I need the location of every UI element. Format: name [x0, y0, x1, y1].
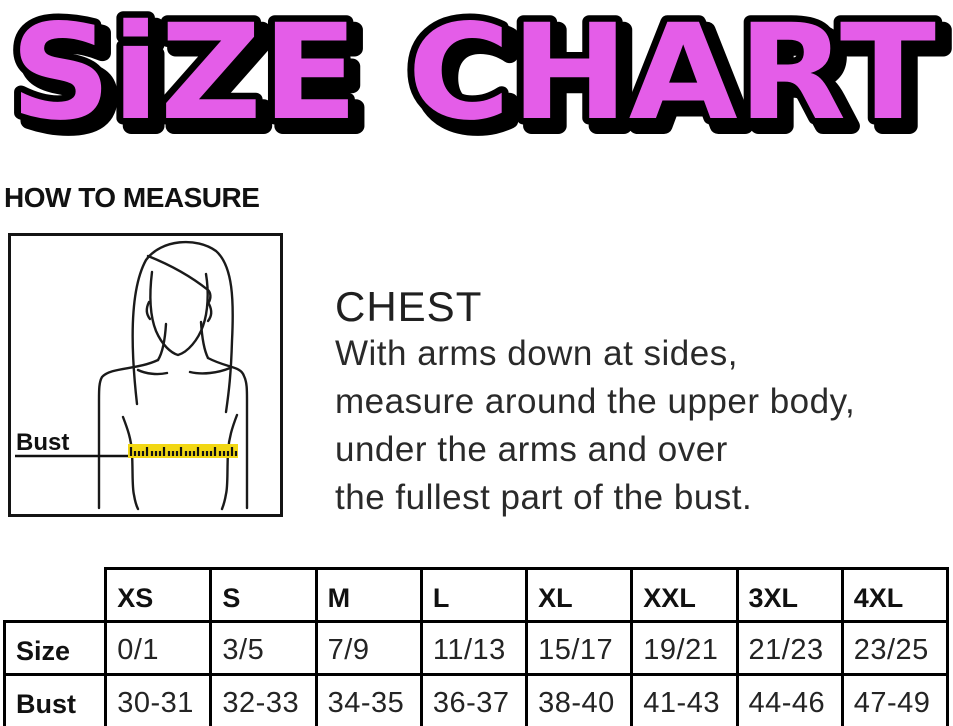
- size-col-header: L: [419, 567, 529, 623]
- bust-row: Bust 30-31 32-33 34-35 36-37 38-40 41-43…: [2, 673, 950, 726]
- figure-torso-left: [121, 415, 140, 511]
- bust-value: 47-49: [840, 673, 950, 726]
- figure-ear-left: [145, 300, 152, 321]
- page-title-shadow: SiZE CHART: [18, 4, 944, 155]
- tape-measure-ticks: [129, 447, 238, 456]
- size-row: Size 0/1 3/5 7/9 11/13 15/17 19/21 21/23…: [2, 620, 950, 676]
- size-table-header-row: XS S M L XL XXL 3XL 4XL: [5, 567, 950, 623]
- bust-value: 38-40: [525, 673, 634, 726]
- chest-instructions: CHEST With arms down at sides, measure a…: [335, 284, 855, 522]
- size-col-header: 4XL: [840, 567, 950, 623]
- figure-face: [149, 270, 209, 357]
- how-to-measure-heading: HOW TO MEASURE: [4, 182, 260, 213]
- size-col-header: XS: [104, 567, 213, 623]
- bust-value: 32-33: [209, 673, 318, 726]
- size-value: 3/5: [209, 620, 318, 676]
- figure-torso-right: [220, 413, 239, 511]
- bust-label: Bust: [16, 429, 69, 456]
- figure-hair: [131, 240, 234, 414]
- instruction-line: measure around the upper body,: [335, 382, 856, 421]
- table-corner-cell: [5, 569, 106, 622]
- figure-shoulder-arm-left: [97, 358, 160, 510]
- bust-value: 41-43: [630, 673, 739, 726]
- size-value: 15/17: [525, 620, 634, 676]
- size-value: 23/25: [840, 620, 950, 676]
- figure-ear-right: [206, 302, 213, 323]
- instruction-line: With arms down at sides,: [335, 334, 738, 373]
- bust-value: 30-31: [104, 673, 213, 726]
- figure-shoulder-arm-right: [206, 356, 249, 510]
- size-col-header: 3XL: [735, 567, 844, 623]
- instruction-line: under the arms and over: [335, 430, 728, 469]
- figure-clavicle-right: [188, 366, 232, 375]
- size-value: 21/23: [735, 620, 844, 676]
- bust-value: 34-35: [314, 673, 423, 726]
- size-value: 0/1: [104, 620, 213, 676]
- size-value: 11/13: [419, 620, 529, 676]
- figure-neck-left: [156, 322, 168, 362]
- bust-row-label: Bust: [2, 673, 108, 726]
- bust-value: 44-46: [735, 673, 844, 726]
- figure-neck-right: [199, 320, 210, 360]
- size-col-header: XL: [525, 567, 634, 623]
- chest-heading: CHEST: [335, 283, 483, 330]
- instruction-line: the fullest part of the bust.: [335, 478, 753, 517]
- tape-measure: [128, 444, 238, 458]
- size-value: 19/21: [630, 620, 739, 676]
- size-col-header: XXL: [630, 567, 739, 623]
- figure-hair-part: [146, 254, 212, 304]
- measurement-figure-box: Bust: [8, 233, 283, 517]
- size-col-header: M: [314, 567, 423, 623]
- title-banner: SiZE CHART SiZE CHART: [4, 0, 953, 155]
- size-row-label: Size: [2, 620, 108, 676]
- size-table: XS S M L XL XXL 3XL 4XL Size 0/1 3/5 7/9…: [2, 567, 950, 726]
- bust-value: 36-37: [419, 673, 529, 726]
- body-sketch: Bust: [15, 240, 249, 511]
- size-col-header: S: [209, 567, 318, 623]
- page-title: SiZE CHART: [10, 0, 936, 150]
- figure-clavicle-left: [136, 368, 169, 376]
- size-value: 7/9: [314, 620, 423, 676]
